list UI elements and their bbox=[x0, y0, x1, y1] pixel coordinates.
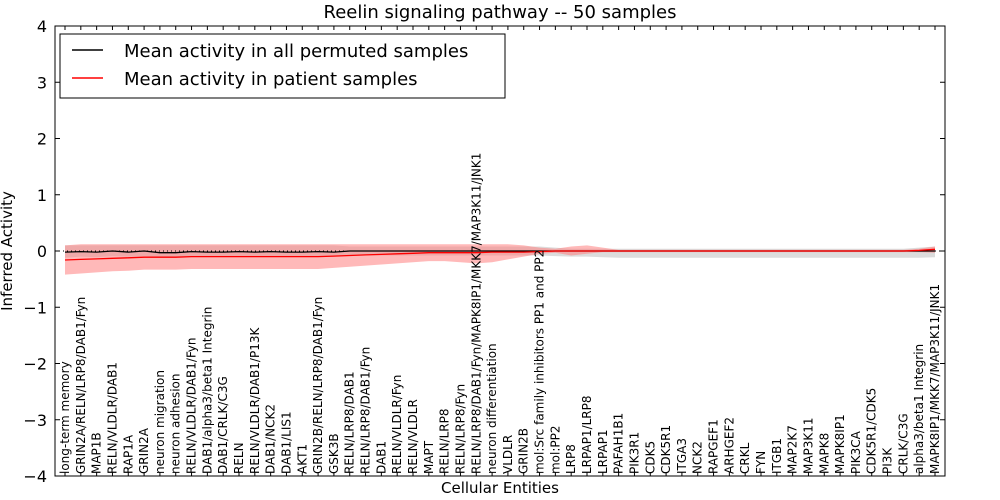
x-category-label: MAP2K7 bbox=[786, 425, 800, 474]
legend: Mean activity in all permuted samples Me… bbox=[59, 33, 506, 99]
y-tick-label: 1 bbox=[37, 186, 47, 205]
x-category-label: RELN/VLDLR/DAB1 bbox=[105, 362, 119, 474]
x-category-label: neuron migration bbox=[153, 370, 167, 474]
x-category-label: CRKL bbox=[738, 442, 752, 474]
x-category-label: NCK2 bbox=[691, 441, 705, 474]
y-tick-label: 4 bbox=[37, 17, 47, 36]
x-category-label: RELN/LRP8/DAB1/Fyn bbox=[359, 347, 373, 474]
x-category-label: MAPK8 bbox=[817, 433, 831, 474]
x-category-label: ARHGEF2 bbox=[722, 417, 736, 474]
x-category-label: neuron differentiation bbox=[485, 343, 499, 474]
x-category-label: PIK3R1 bbox=[627, 432, 641, 474]
x-category-label: RELN/VLDLR/Fyn bbox=[390, 375, 404, 474]
x-category-label: RELN/LRP8/DAB1 bbox=[343, 371, 357, 474]
x-category-label: long-term memory bbox=[58, 361, 72, 474]
x-category-label: CDK5R1/CDK5 bbox=[865, 388, 879, 474]
x-category-label: RELN/LRP8/Fyn bbox=[453, 384, 467, 474]
y-tick-label: 0 bbox=[37, 242, 47, 261]
series-lines bbox=[55, 248, 945, 261]
x-category-label: RAP1A bbox=[121, 434, 135, 474]
x-category-label: DAB1/CRLK/C3G bbox=[216, 376, 230, 474]
x-axis-title: Cellular Entities bbox=[441, 479, 559, 497]
series-line-patient bbox=[64, 248, 936, 261]
x-category-label: RELN/VLDLR bbox=[406, 399, 420, 474]
x-category-label: mol:Src family inhibitors PP1 and PP2 bbox=[533, 250, 547, 474]
y-tick-label: 3 bbox=[37, 73, 47, 92]
x-category-label: VLDLR bbox=[501, 435, 515, 474]
x-category-label: RELN bbox=[232, 442, 246, 474]
x-category-label: neuron adhesion bbox=[169, 373, 183, 474]
x-category-label: CDK5 bbox=[643, 441, 657, 474]
chart-title: Reelin signaling pathway -- 50 samples bbox=[324, 2, 677, 23]
x-category-label: DAB1 bbox=[374, 441, 388, 474]
x-category-label: LRPAP1 bbox=[596, 429, 610, 474]
y-tick-label: −1 bbox=[23, 298, 47, 317]
x-category-label: MAPT bbox=[422, 440, 436, 474]
x-category-label: mol:PP2 bbox=[548, 425, 562, 474]
x-category-label: MAPK8IP1 bbox=[833, 414, 847, 474]
x-category-label: DAB1/NCK2 bbox=[264, 404, 278, 474]
x-category-label: PAFAH1B1 bbox=[612, 413, 626, 474]
x-category-label: GRIN2B bbox=[517, 428, 531, 474]
x-category-label: GRIN2B/RELN/LRP8/DAB1/Fyn bbox=[311, 297, 325, 474]
x-category-label: alpha3/beta1 Integrin bbox=[912, 344, 926, 474]
x-category-label: GRIN2A bbox=[137, 427, 151, 474]
x-category-label: PIK3CA bbox=[849, 430, 863, 474]
x-category-label: CDK5R1 bbox=[659, 425, 673, 474]
y-tick-label: −3 bbox=[23, 411, 47, 430]
y-tick-label: 2 bbox=[37, 130, 47, 149]
x-category-label: MAP3K11 bbox=[801, 417, 815, 474]
y-tick-label: −2 bbox=[23, 355, 47, 374]
x-category-label: RELN/VLDLR/DAB1/P13K bbox=[248, 327, 262, 474]
x-category-label: MAPK8IP1/MKK7/MAP3K11/JNK1 bbox=[928, 284, 942, 474]
x-category-label: RELN/LRP8/DAB1/Fyn/MAPK8IP1/MKK7/MAP3K11… bbox=[469, 153, 483, 474]
x-category-label: RELN/VLDLR/DAB1/Fyn bbox=[185, 338, 199, 474]
x-category-label: MAP1B bbox=[90, 432, 104, 474]
y-axis: −4 −3 −2 −1 0 1 2 3 4 bbox=[23, 17, 945, 486]
x-category-label: LRPAP1/LRP8 bbox=[580, 395, 594, 474]
x-category-label: DAB1/alpha3/beta1 Integrin bbox=[200, 307, 214, 474]
x-category-label: ITGB1 bbox=[770, 438, 784, 474]
x-category-label: GRIN2A/RELN/LRP8/DAB1/Fyn bbox=[74, 297, 88, 474]
legend-label-permuted: Mean activity in all permuted samples bbox=[124, 41, 468, 62]
legend-box bbox=[59, 33, 506, 99]
x-category-label: GSK3B bbox=[327, 433, 341, 474]
x-category-label: LRP8 bbox=[564, 444, 578, 474]
x-category-label: RELN/LRP8 bbox=[438, 408, 452, 474]
x-axis: long-term memory GRIN2A/RELN/LRP8/DAB1/Fy… bbox=[58, 26, 942, 476]
x-category-label: DAB1/LIS1 bbox=[279, 411, 293, 474]
x-category-label: FYN bbox=[754, 451, 768, 474]
legend-label-patient: Mean activity in patient samples bbox=[124, 69, 418, 90]
x-category-label: AKT1 bbox=[295, 444, 309, 474]
x-category-label: PI3K bbox=[881, 447, 895, 474]
y-axis-title: Inferred Activity bbox=[0, 191, 16, 311]
x-category-label: CRLK/C3G bbox=[896, 413, 910, 474]
x-category-label: ITGA3 bbox=[675, 438, 689, 474]
x-category-label: RAPGEF1 bbox=[707, 419, 721, 474]
y-tick-label: −4 bbox=[23, 467, 47, 486]
